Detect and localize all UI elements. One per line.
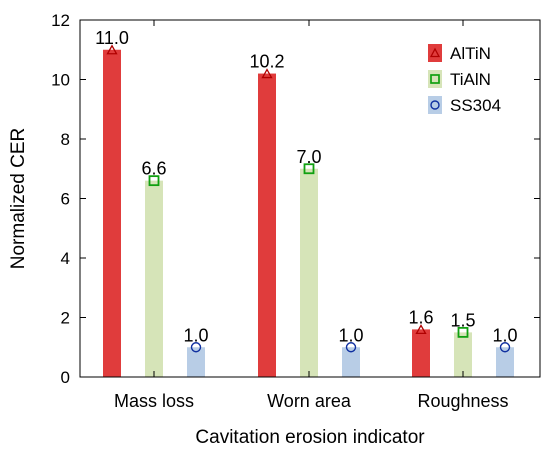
data-label: 1.0 (338, 325, 363, 345)
y-tick-label: 4 (61, 249, 70, 268)
data-label: 1.6 (408, 307, 433, 327)
y-axis: 0 2 4 6 8 10 12 (51, 11, 540, 387)
bar-tialn (145, 180, 163, 377)
data-label: 7.0 (296, 147, 321, 167)
marker-altin (106, 44, 118, 55)
markers-layer (106, 44, 511, 353)
bar-altin (258, 73, 276, 378)
marker-tialn (457, 326, 469, 338)
bar-altin (412, 329, 430, 377)
bar-tialn (454, 332, 472, 377)
bar-altin (103, 49, 121, 377)
legend-label-altin: AlTiN (450, 44, 491, 63)
legend-label-ss304: SS304 (450, 96, 501, 115)
data-label: 10.2 (249, 52, 284, 72)
x-axis: Mass loss Worn area Roughness (114, 20, 509, 411)
bar-tialn (300, 168, 318, 377)
bar-ss304 (496, 347, 514, 377)
marker-tialn (148, 175, 160, 187)
marker-altin (261, 68, 273, 79)
y-tick-label: 0 (61, 368, 70, 387)
y-tick-label: 2 (61, 309, 70, 328)
legend-swatch-altin (428, 44, 442, 62)
x-axis-title: Cavitation erosion indicator (195, 427, 425, 448)
legend-marker-ss304 (430, 100, 440, 110)
marker-ss304 (190, 342, 202, 353)
legend-swatch-ss304 (428, 96, 442, 114)
data-label: 1.5 (450, 310, 475, 330)
bars-layer (103, 49, 514, 378)
x-category-label: Worn area (267, 391, 352, 411)
marker-altin (415, 324, 427, 335)
marker-ss304 (345, 342, 357, 353)
x-category-label: Mass loss (114, 391, 194, 411)
data-labels-layer: 11.0 6.6 1.0 10.2 7.0 1.0 1.6 1.5 1.0 (95, 28, 517, 346)
legend-marker-altin (429, 47, 441, 58)
data-label: 1.0 (492, 325, 517, 345)
y-tick-label: 10 (51, 71, 70, 90)
y-tick-label: 12 (51, 11, 70, 30)
data-label: 1.0 (183, 325, 208, 345)
data-label: 11.0 (95, 28, 129, 48)
legend-label-tialn: TiAlN (450, 70, 491, 89)
marker-tialn (303, 163, 315, 175)
legend-swatch-tialn (428, 70, 442, 88)
marker-ss304 (499, 342, 511, 353)
bar-ss304 (187, 347, 205, 377)
y-tick-label: 6 (61, 190, 70, 209)
bar-ss304 (342, 347, 360, 377)
y-axis-title: Normalized CER (8, 128, 29, 269)
x-category-label: Roughness (417, 391, 508, 411)
data-label: 6.6 (141, 159, 166, 179)
legend-marker-tialn (430, 74, 440, 84)
legend: AlTiN TiAlN SS304 (428, 44, 501, 115)
y-tick-label: 8 (61, 130, 70, 149)
